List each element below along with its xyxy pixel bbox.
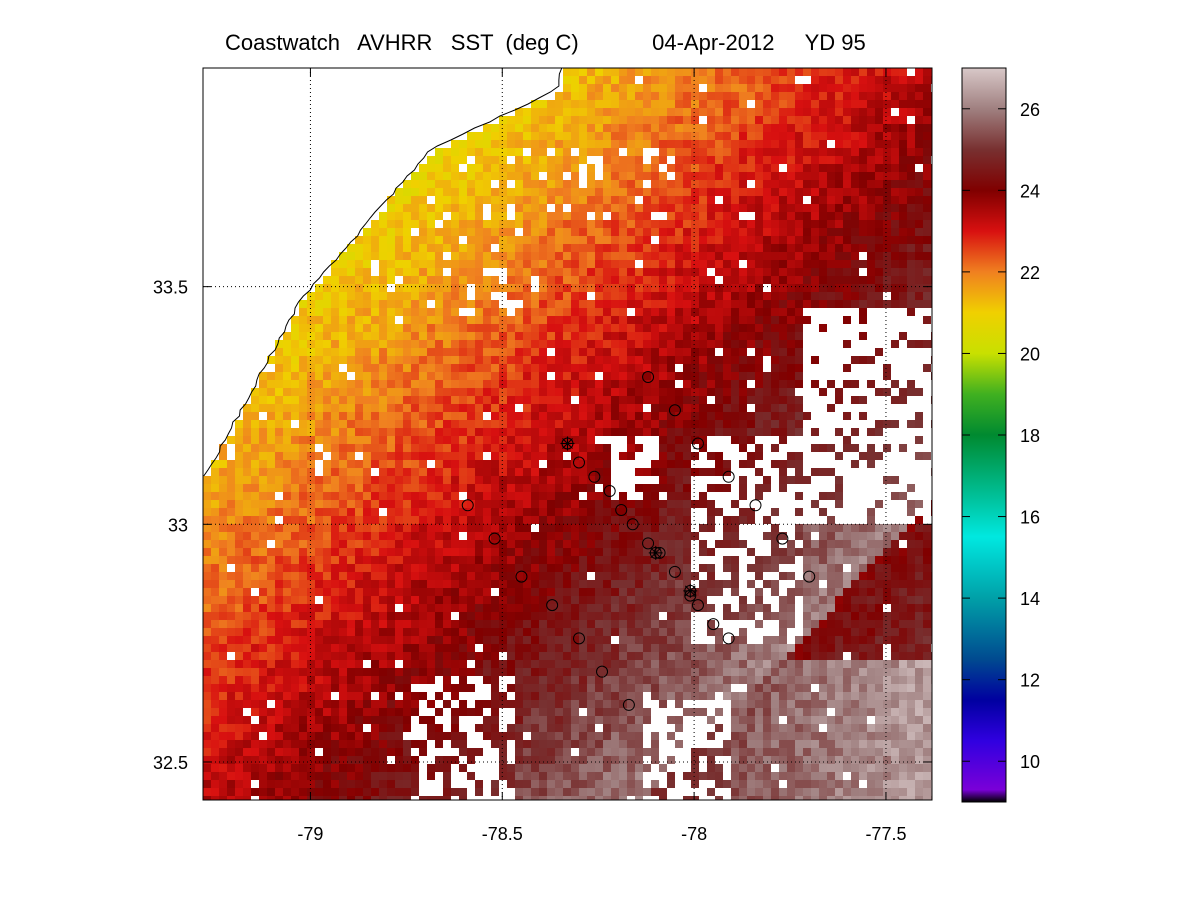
station-circle (803, 570, 816, 583)
station-circle (691, 437, 704, 450)
map-title: Coastwatch AVHRR SST (deg C) 04-Apr-2012… (225, 30, 866, 56)
station-circle (668, 404, 681, 417)
colorbar: 10 12 14 16 18 20 22 24 26 (961, 67, 1040, 803)
map-frame (202, 67, 933, 801)
station-circle (668, 565, 681, 578)
x-tick-label: -79 (297, 824, 323, 844)
station-circle (626, 518, 639, 531)
map-axes: -79 -78.5 -78 -77.5 32.5 33 33.5 (153, 68, 932, 844)
station-circle (642, 537, 655, 550)
station-circle (722, 470, 735, 483)
title-yearday: YD 95 (804, 30, 866, 55)
sst-map-area (203, 68, 932, 800)
station-circle (691, 599, 704, 612)
station-circle (515, 570, 528, 583)
lat-lon-grid (203, 68, 932, 800)
colorbar-tick-label: 24 (1020, 181, 1040, 201)
y-tick-label: 33.5 (153, 278, 188, 298)
sst-field (203, 68, 932, 800)
station-circle (573, 456, 586, 469)
colorbar-tick-label: 18 (1020, 426, 1040, 446)
station-circle (707, 618, 720, 631)
station-circle (546, 599, 559, 612)
cloud-mask (227, 68, 932, 800)
station-circle (622, 698, 635, 711)
station-circle (615, 504, 628, 517)
y-tick-label: 33 (168, 515, 188, 535)
station-markers (461, 370, 816, 711)
x-tick-label: -78.5 (482, 824, 523, 844)
colorbar-ticks: 10 12 14 16 18 20 22 24 26 (962, 100, 1040, 772)
station-circle (573, 632, 586, 645)
colorbar-tick-label: 10 (1020, 752, 1040, 772)
station-star (648, 545, 663, 560)
colorbar-tick-label: 22 (1020, 263, 1040, 283)
colorbar-tick-label: 26 (1020, 100, 1040, 120)
station-star (560, 436, 575, 451)
colorbar-tick-label: 16 (1020, 508, 1040, 528)
colorbar-tick-label: 20 (1020, 344, 1040, 364)
x-tick-label: -78 (681, 824, 707, 844)
station-circle (588, 470, 601, 483)
station-circle (596, 665, 609, 678)
station-circle (776, 532, 789, 545)
title-product: Coastwatch AVHRR SST (deg C) (225, 30, 579, 55)
station-circle (749, 499, 762, 512)
station-circle (642, 370, 655, 383)
colorbar-tick-label: 14 (1020, 589, 1040, 609)
x-tick-label: -77.5 (865, 824, 906, 844)
station-star (683, 583, 698, 598)
colorbar-tick-label: 12 (1020, 671, 1040, 691)
y-tick-label: 32.5 (153, 753, 188, 773)
station-circle (722, 632, 735, 645)
station-circle (603, 485, 616, 498)
coastline (203, 68, 563, 477)
station-circle (488, 532, 501, 545)
title-date: 04-Apr-2012 (652, 30, 775, 55)
station-circle (461, 499, 474, 512)
